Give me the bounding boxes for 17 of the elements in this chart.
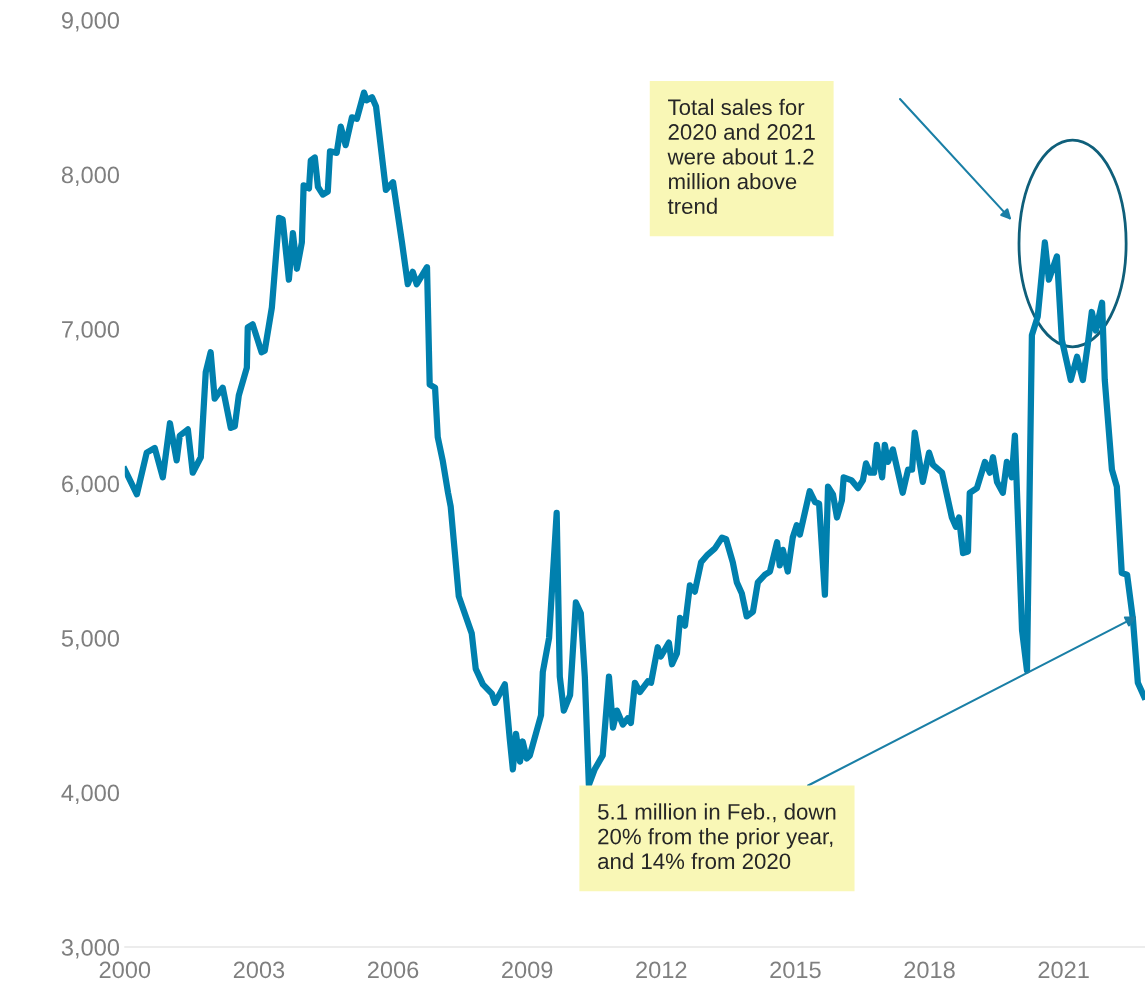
x-tick-label: 2003	[233, 961, 285, 979]
annotation: 5.1 million in Feb., down 20% from the prior year, and 14% from 2020	[598, 803, 836, 870]
x-tick-label: 2012	[636, 961, 687, 979]
x-tick-label: 2018	[904, 961, 955, 979]
x-tick-label: 2009	[502, 961, 553, 979]
annotation: Total sales for 2020 and 2021 were about 1.2 million above trend	[667, 98, 815, 215]
y-tick-label: 6,000	[62, 475, 120, 496]
y-tick-label: 5,000	[61, 630, 120, 650]
y-tick-label: 9,000	[61, 12, 120, 32]
x-tick-label: 2015	[770, 961, 821, 979]
x-tick-label: 2021	[1038, 961, 1089, 979]
y-tick-label: 3,000	[61, 939, 120, 959]
x-tick-label: 2006	[367, 961, 419, 979]
y-tick-label: 8,000	[61, 166, 120, 187]
y-tick-label: 7,000	[62, 321, 120, 341]
x-tick-label: 2000	[99, 961, 151, 979]
y-tick-label: 4,000	[61, 784, 120, 805]
